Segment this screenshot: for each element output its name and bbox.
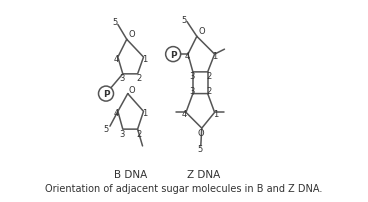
Text: 4: 4 [113,108,118,117]
Text: 3: 3 [189,86,194,95]
Text: B DNA: B DNA [114,169,147,179]
Text: 3: 3 [189,71,194,80]
Text: 3: 3 [119,73,124,82]
Text: O: O [129,30,135,39]
Text: 4: 4 [184,51,190,60]
Text: 2: 2 [206,71,211,80]
Text: 2: 2 [136,73,141,82]
Text: 4: 4 [182,109,187,118]
Circle shape [99,87,113,102]
Text: 1: 1 [142,54,147,63]
Text: 1: 1 [213,51,218,60]
Text: Z DNA: Z DNA [187,169,220,179]
Text: P: P [103,90,109,99]
Text: O: O [198,128,204,137]
Text: 2: 2 [136,129,141,138]
Text: 5: 5 [112,18,117,27]
Text: 5: 5 [181,16,187,25]
Text: 5: 5 [103,124,109,133]
Text: O: O [198,27,205,36]
Text: 5: 5 [197,145,202,154]
Text: 3: 3 [119,129,124,138]
Text: P: P [170,50,176,59]
Text: Orientation of adjacent sugar molecules in B and Z DNA.: Orientation of adjacent sugar molecules … [45,183,323,193]
Circle shape [166,47,181,62]
Text: 1: 1 [142,108,147,117]
Text: 2: 2 [206,86,211,95]
Text: 4: 4 [113,54,118,63]
Text: 1: 1 [213,109,219,118]
Text: O: O [129,85,135,94]
